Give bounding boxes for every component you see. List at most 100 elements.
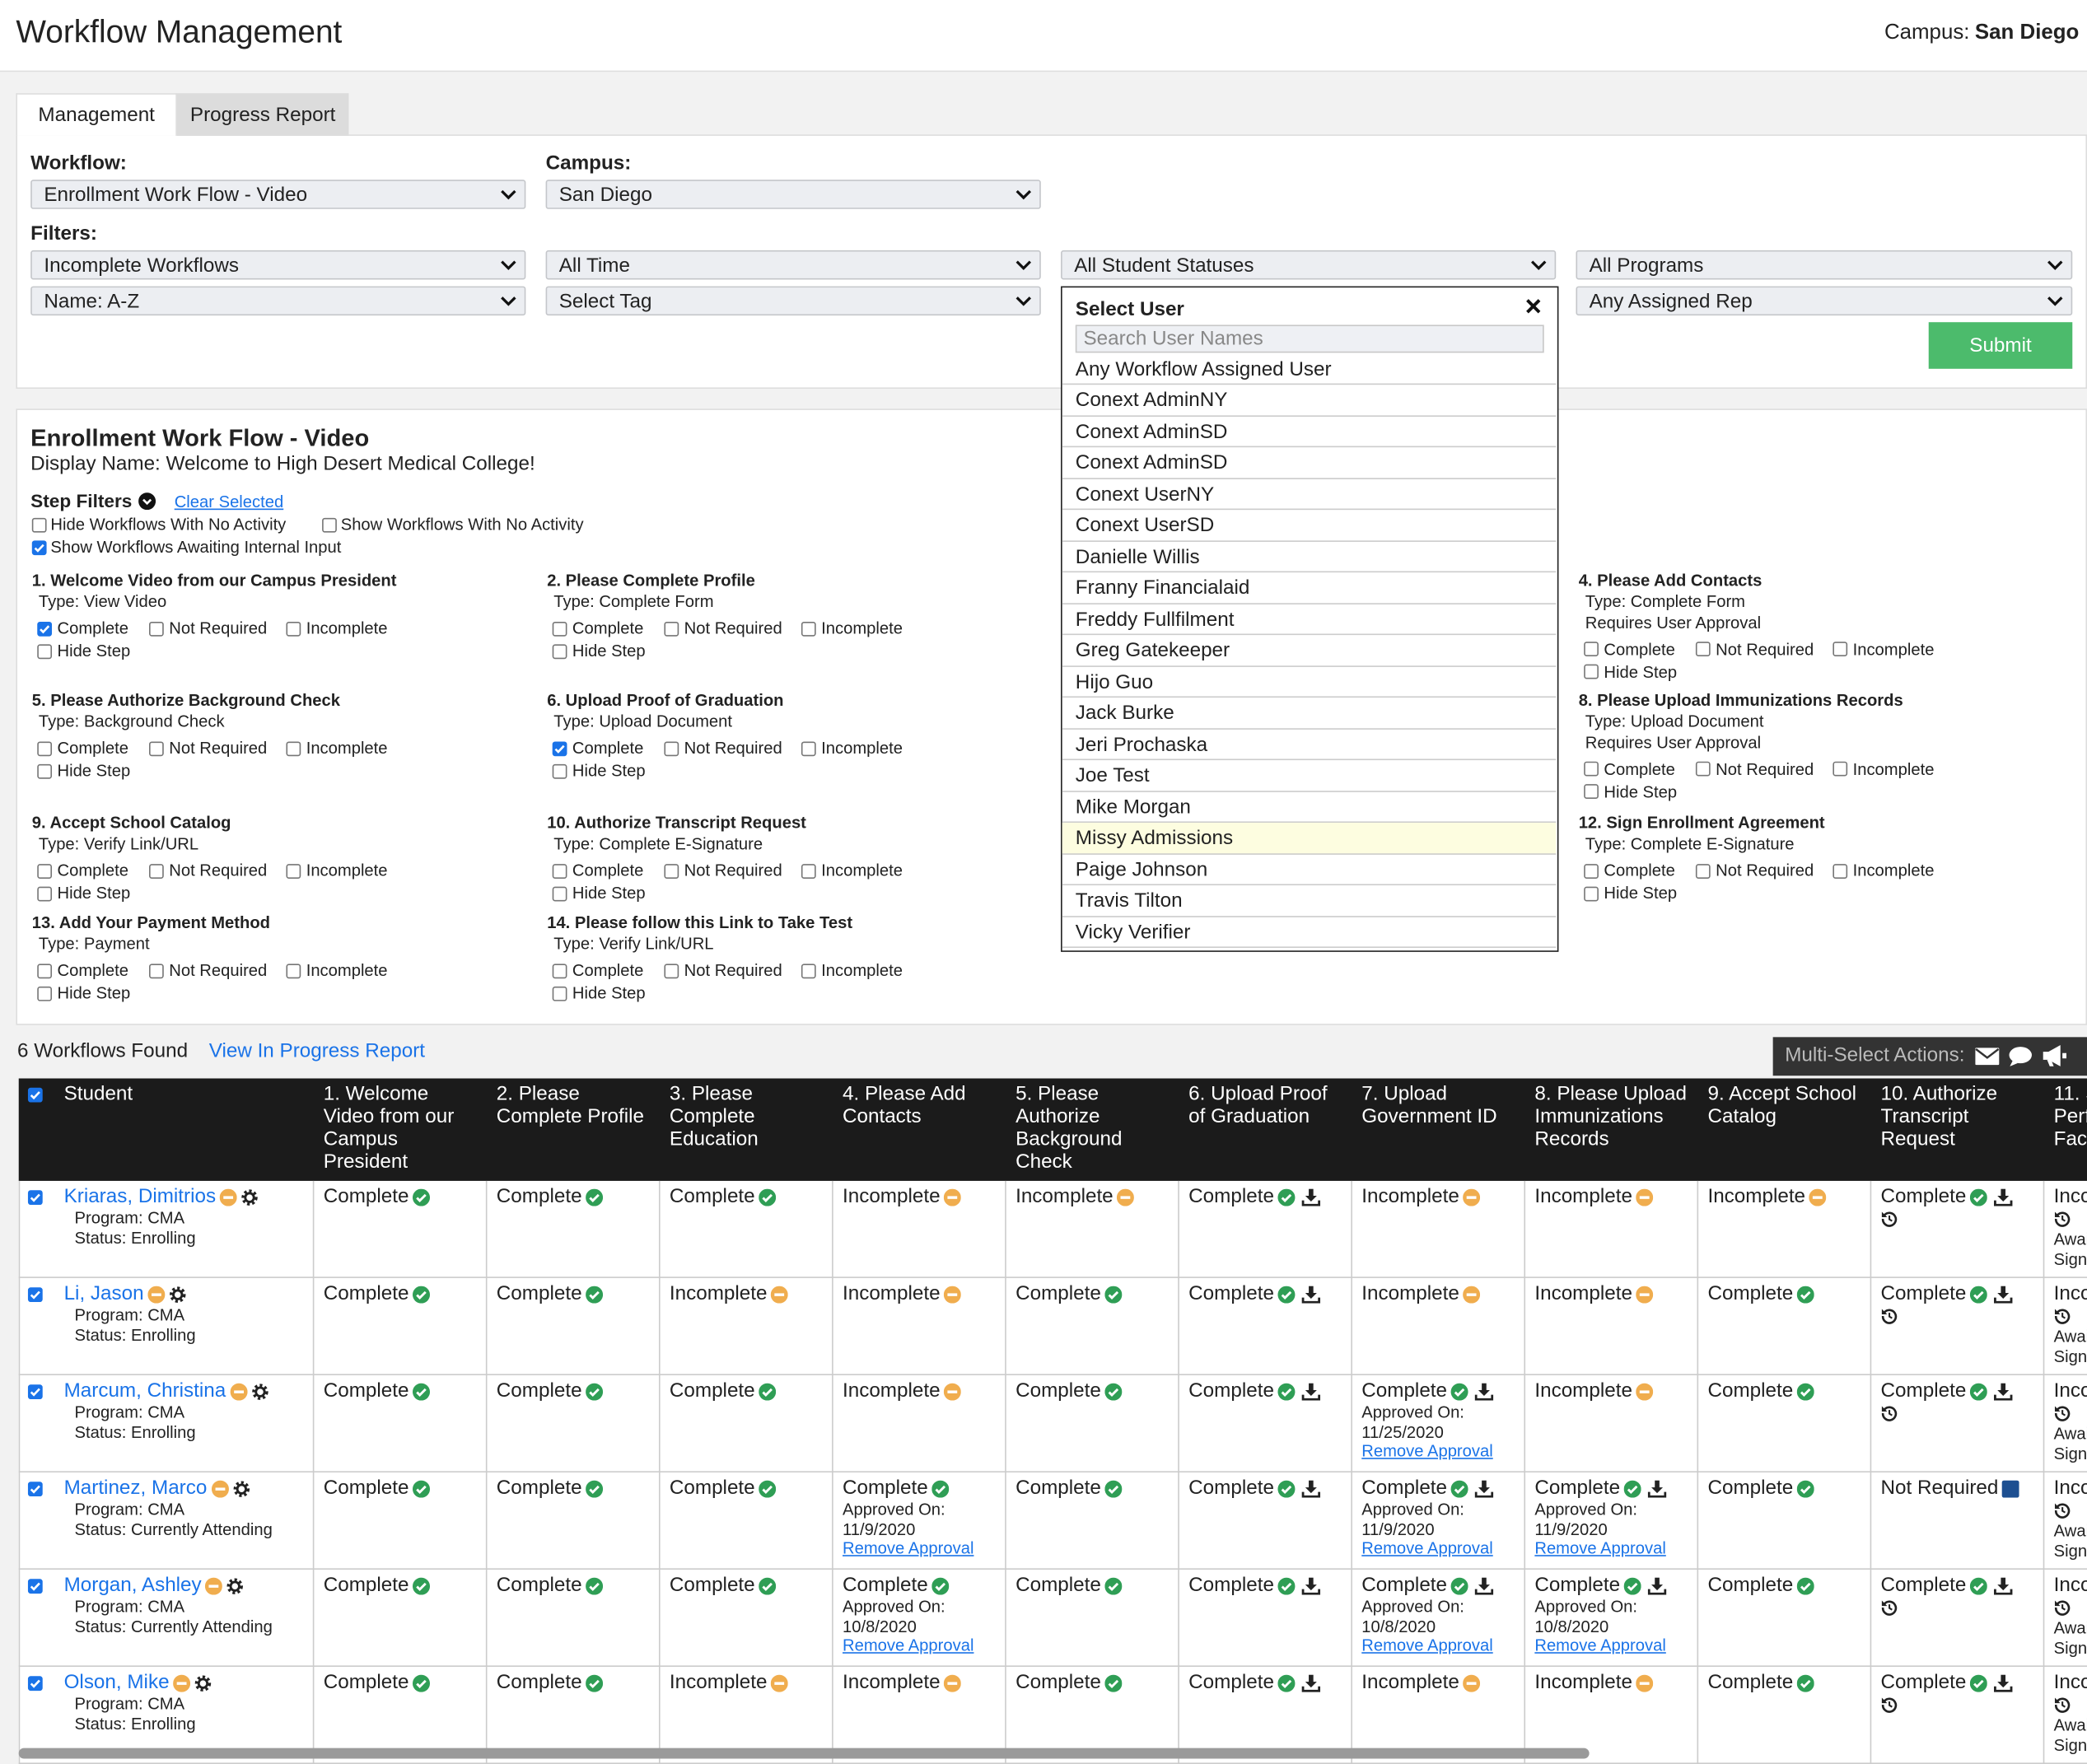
icon-download[interactable] — [1301, 1479, 1321, 1497]
icon-download[interactable] — [1994, 1576, 2013, 1594]
checkbox[interactable] — [552, 986, 567, 1001]
clear-selected[interactable]: Clear Selected — [174, 492, 284, 512]
checkbox[interactable] — [552, 763, 567, 779]
select[interactable]: Name: A-Z — [30, 286, 526, 316]
student-name[interactable]: Morgan, Ashley — [63, 1573, 202, 1597]
remove-approval[interactable]: Remove Approval — [1534, 1636, 1666, 1655]
checkbox[interactable] — [1833, 642, 1848, 657]
tab[interactable]: Management — [16, 93, 177, 136]
icon-download[interactable] — [1475, 1479, 1494, 1497]
checkbox[interactable] — [664, 741, 679, 757]
student-name[interactable]: Martinez, Marco — [63, 1476, 208, 1500]
icon-download[interactable] — [1301, 1382, 1321, 1400]
checkbox[interactable] — [149, 964, 164, 979]
user-option[interactable]: Freddy Fullfilment — [1062, 604, 1557, 636]
icon-chat[interactable] — [2009, 1047, 2033, 1066]
checkbox[interactable] — [27, 1579, 43, 1594]
checkbox[interactable] — [1584, 864, 1599, 879]
checkbox[interactable] — [31, 540, 47, 556]
remove-approval[interactable]: Remove Approval — [1361, 1636, 1493, 1655]
checkbox[interactable] — [1584, 886, 1599, 902]
select[interactable]: San Diego — [545, 180, 1041, 209]
checkbox[interactable] — [149, 741, 164, 757]
icon-download[interactable] — [1648, 1479, 1667, 1497]
select[interactable]: Incomplete Workflows — [30, 250, 526, 280]
user-option[interactable]: Franny Financialaid — [1062, 572, 1557, 604]
user-option[interactable]: Jeri Prochaska — [1062, 729, 1557, 761]
user-option[interactable]: Conext AdminSD — [1062, 416, 1557, 448]
checkbox[interactable] — [322, 517, 337, 533]
checkbox[interactable] — [286, 964, 301, 979]
select[interactable]: All Student Statuses — [1061, 250, 1557, 280]
icon-download[interactable] — [1301, 1188, 1321, 1206]
checkbox[interactable] — [552, 964, 567, 979]
checkbox[interactable] — [552, 741, 567, 757]
checkbox[interactable] — [37, 644, 53, 660]
select[interactable]: Enrollment Work Flow - Video — [30, 180, 526, 209]
checkbox[interactable] — [1695, 642, 1711, 657]
student-name[interactable]: Li, Jason — [63, 1281, 144, 1305]
remove-approval[interactable]: Remove Approval — [842, 1636, 974, 1655]
search-input[interactable]: Search User Names — [1075, 324, 1544, 353]
user-option[interactable]: Mike Morgan — [1062, 791, 1557, 824]
user-option[interactable]: Hijo Guo — [1062, 666, 1557, 698]
checkbox[interactable] — [1584, 762, 1599, 777]
icon-download[interactable] — [1648, 1576, 1667, 1594]
checkbox[interactable] — [1695, 864, 1711, 879]
checkbox[interactable] — [37, 864, 53, 879]
user-option[interactable]: Vicky Verifier — [1062, 917, 1557, 949]
user-option[interactable]: Conext AdminNY — [1062, 385, 1557, 417]
icon-download[interactable] — [1475, 1576, 1494, 1594]
checkbox[interactable] — [27, 1287, 43, 1303]
checkbox[interactable] — [37, 763, 53, 779]
select[interactable]: Select Tag — [545, 286, 1041, 316]
checkbox[interactable] — [286, 741, 301, 757]
user-option[interactable]: Any Workflow Assigned User — [1062, 353, 1557, 385]
icon-mail[interactable] — [1975, 1048, 2000, 1066]
checkbox[interactable] — [27, 1190, 43, 1206]
icon-download[interactable] — [1301, 1576, 1321, 1594]
scrollbar[interactable] — [18, 1748, 1590, 1759]
checkbox[interactable] — [552, 644, 567, 660]
remove-approval[interactable]: Remove Approval — [1361, 1441, 1493, 1461]
checkbox[interactable] — [37, 741, 53, 757]
checkbox[interactable] — [27, 1384, 43, 1400]
icon-download[interactable] — [1994, 1188, 2013, 1206]
checkbox[interactable] — [27, 1676, 43, 1692]
checkbox[interactable] — [1695, 762, 1711, 777]
checkbox[interactable] — [37, 986, 53, 1001]
checkbox[interactable] — [27, 1482, 43, 1497]
user-option[interactable]: Travis Tilton — [1062, 885, 1557, 917]
checkbox[interactable] — [1833, 864, 1848, 879]
select[interactable]: All Time — [545, 250, 1041, 280]
checkbox[interactable] — [286, 864, 301, 879]
checkbox[interactable] — [801, 864, 816, 879]
user-option[interactable]: Greg Gatekeeper — [1062, 635, 1557, 667]
remove-approval[interactable]: Remove Approval — [1534, 1538, 1666, 1558]
checkbox[interactable] — [801, 741, 816, 757]
user-option[interactable]: Missy Admissions — [1062, 823, 1557, 855]
checkbox[interactable] — [552, 864, 567, 879]
select[interactable]: Any Assigned Rep — [1576, 286, 2073, 316]
checkbox[interactable] — [664, 864, 679, 879]
remove-approval[interactable]: Remove Approval — [1361, 1538, 1493, 1558]
checkbox[interactable] — [37, 964, 53, 979]
checkbox[interactable] — [286, 621, 301, 637]
student-name[interactable]: Marcum, Christina — [63, 1379, 226, 1402]
user-option[interactable]: Conext UserSD — [1062, 510, 1557, 542]
icon-close[interactable] — [1525, 298, 1541, 314]
checkbox[interactable] — [552, 886, 567, 902]
user-option[interactable]: Danielle Willis — [1062, 541, 1557, 573]
user-option[interactable]: Jack Burke — [1062, 698, 1557, 730]
checkbox[interactable] — [149, 864, 164, 879]
user-option[interactable]: Paige Johnson — [1062, 854, 1557, 886]
student-name[interactable]: Olson, Mike — [63, 1670, 170, 1694]
select[interactable]: All Programs — [1576, 250, 2073, 280]
user-option[interactable]: Joe Test — [1062, 760, 1557, 792]
icon-download[interactable] — [1301, 1285, 1321, 1303]
checkbox[interactable] — [149, 621, 164, 637]
checkbox[interactable] — [801, 621, 816, 637]
icon-download[interactable] — [1301, 1673, 1321, 1692]
checkbox[interactable] — [1584, 665, 1599, 679]
checkbox[interactable] — [1584, 784, 1599, 800]
